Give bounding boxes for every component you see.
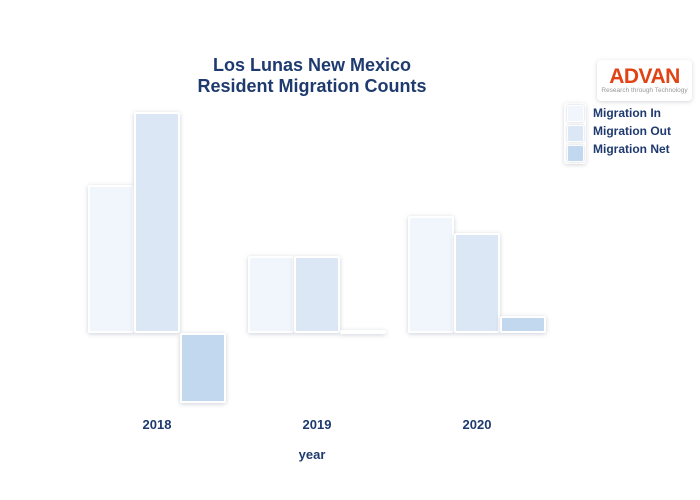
legend-labels: Migration In Migration Out Migration Net — [593, 104, 671, 158]
legend-label-migration-net: Migration Net — [593, 142, 670, 156]
chart-title-line1: Los Lunas New Mexico — [212, 55, 412, 75]
bar-migration-in-2018 — [88, 185, 134, 333]
legend-swatch-migration-out — [566, 125, 584, 142]
bar-migration-out-2019 — [294, 256, 340, 333]
bar-migration-net-2019 — [340, 330, 386, 334]
x-tick-2020: 2020 — [462, 417, 492, 432]
advan-logo-text: ADVAN — [609, 64, 680, 88]
legend-swatch-migration-net — [566, 145, 584, 162]
legend-label-migration-in: Migration In — [593, 106, 661, 120]
legend-swatch-migration-in — [566, 105, 584, 122]
bar-migration-in-2019 — [248, 256, 294, 333]
bar-migration-net-2020 — [500, 316, 546, 333]
x-tick-2019: 2019 — [302, 417, 332, 432]
bar-migration-out-2020 — [454, 233, 500, 333]
bar-migration-out-2018 — [134, 112, 180, 333]
x-tick-2018: 2018 — [142, 417, 172, 432]
bar-migration-net-2018 — [180, 333, 226, 403]
advan-logo-tagline: Research through Technology — [601, 86, 688, 94]
legend-label-migration-out: Migration Out — [593, 124, 671, 138]
chart-title-line2: Resident Migration Counts — [197, 76, 427, 96]
advan-logo: ADVAN Research through Technology — [597, 60, 692, 101]
legend-swatch-strip — [564, 103, 586, 164]
x-axis-title: year — [298, 447, 326, 462]
chart-title: Los Lunas New Mexico Resident Migration … — [0, 55, 624, 97]
bar-migration-in-2020 — [408, 216, 454, 333]
